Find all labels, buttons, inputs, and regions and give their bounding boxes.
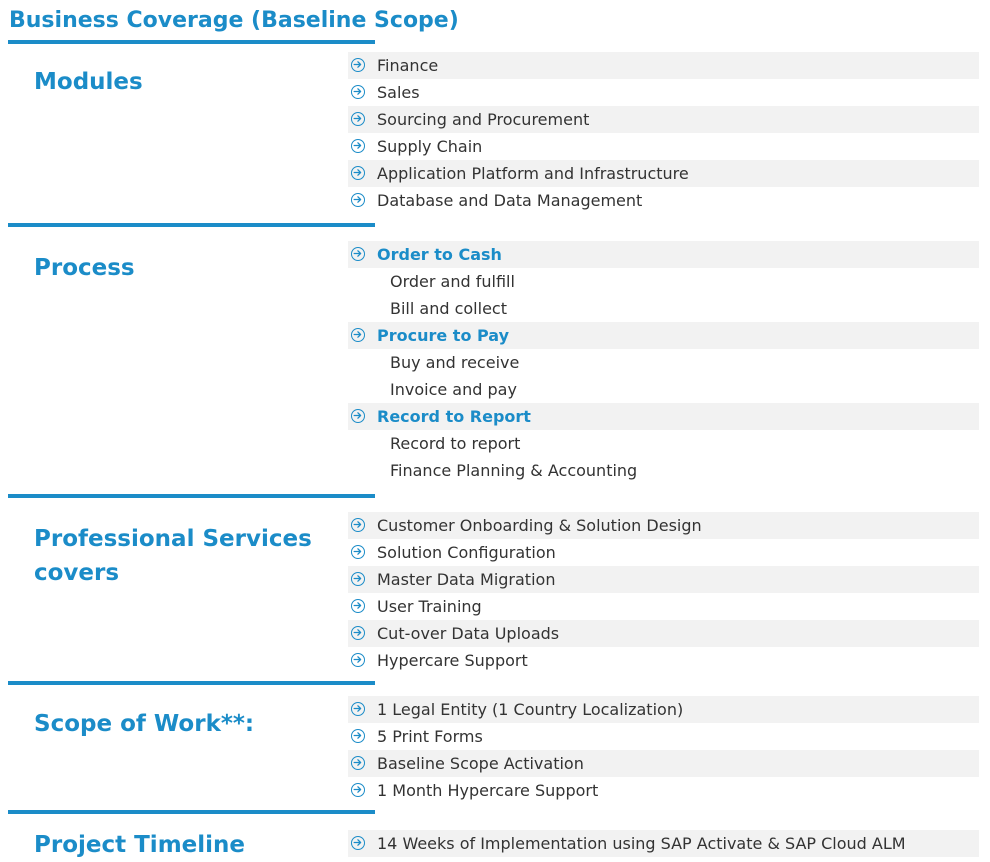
list-item: 1 Month Hypercare Support (348, 777, 979, 804)
circle-arrow-right-icon (351, 756, 365, 770)
circle-arrow-right-icon (351, 599, 365, 613)
list-item: Sourcing and Procurement (348, 106, 979, 133)
process-item: Finance Planning & Accounting (390, 461, 638, 480)
process-item: Record to report (390, 434, 521, 453)
circle-arrow-right-icon (351, 409, 365, 423)
circle-arrow-right-icon (351, 58, 365, 72)
circle-arrow-right-icon (351, 247, 365, 261)
list-item: Baseline Scope Activation (348, 750, 979, 777)
section-divider (8, 494, 375, 498)
circle-arrow-right-icon (351, 653, 365, 667)
timeline-list: 14 Weeks of Implementation using SAP Act… (348, 830, 979, 857)
process-list: Order to Cash Order and fulfill Bill and… (348, 241, 979, 484)
page-title: Business Coverage (Baseline Scope) (9, 8, 459, 33)
circle-arrow-right-icon (351, 702, 365, 716)
circle-arrow-right-icon (351, 518, 365, 532)
process-group-title: Order to Cash (348, 241, 979, 268)
list-item: Customer Onboarding & Solution Design (348, 512, 979, 539)
circle-arrow-right-icon (351, 112, 365, 126)
list-item: Database and Data Management (348, 187, 979, 214)
circle-arrow-right-icon (351, 193, 365, 207)
circle-arrow-right-icon (351, 166, 365, 180)
list-item: Master Data Migration (348, 566, 979, 593)
section-label-modules: Modules (34, 69, 143, 95)
section-label-timeline: Project Timeline (34, 832, 245, 858)
section-divider (8, 223, 375, 227)
circle-arrow-right-icon (351, 328, 365, 342)
circle-arrow-right-icon (351, 729, 365, 743)
process-item: Buy and receive (390, 353, 520, 372)
process-item: Order and fulfill (390, 272, 515, 291)
scope-list: 1 Legal Entity (1 Country Localization) … (348, 696, 979, 804)
list-item: 14 Weeks of Implementation using SAP Act… (348, 830, 979, 857)
process-group-title: Procure to Pay (348, 322, 979, 349)
circle-arrow-right-icon (351, 545, 365, 559)
list-item: Solution Configuration (348, 539, 979, 566)
modules-list: Finance Sales Sourcing and Procurement S… (348, 52, 979, 214)
list-item: Sales (348, 79, 979, 106)
circle-arrow-right-icon (351, 85, 365, 99)
list-item: Cut-over Data Uploads (348, 620, 979, 647)
circle-arrow-right-icon (351, 783, 365, 797)
section-label-process: Process (34, 255, 135, 281)
process-group-title: Record to Report (348, 403, 979, 430)
process-item: Bill and collect (390, 299, 507, 318)
circle-arrow-right-icon (351, 836, 365, 850)
section-label-services: Professional Services (34, 526, 312, 552)
services-list: Customer Onboarding & Solution Design So… (348, 512, 979, 674)
circle-arrow-right-icon (351, 572, 365, 586)
circle-arrow-right-icon (351, 139, 365, 153)
section-divider (8, 810, 375, 814)
list-item: Hypercare Support (348, 647, 979, 674)
list-item: 5 Print Forms (348, 723, 979, 750)
section-label-services-line2: covers (34, 560, 120, 586)
title-underline (8, 40, 375, 44)
list-item: Supply Chain (348, 133, 979, 160)
list-item: User Training (348, 593, 979, 620)
section-divider (8, 681, 375, 685)
section-label-scope: Scope of Work**: (34, 711, 255, 737)
list-item: 1 Legal Entity (1 Country Localization) (348, 696, 979, 723)
list-item: Application Platform and Infrastructure (348, 160, 979, 187)
circle-arrow-right-icon (351, 626, 365, 640)
process-item: Invoice and pay (390, 380, 517, 399)
list-item: Finance (348, 52, 979, 79)
